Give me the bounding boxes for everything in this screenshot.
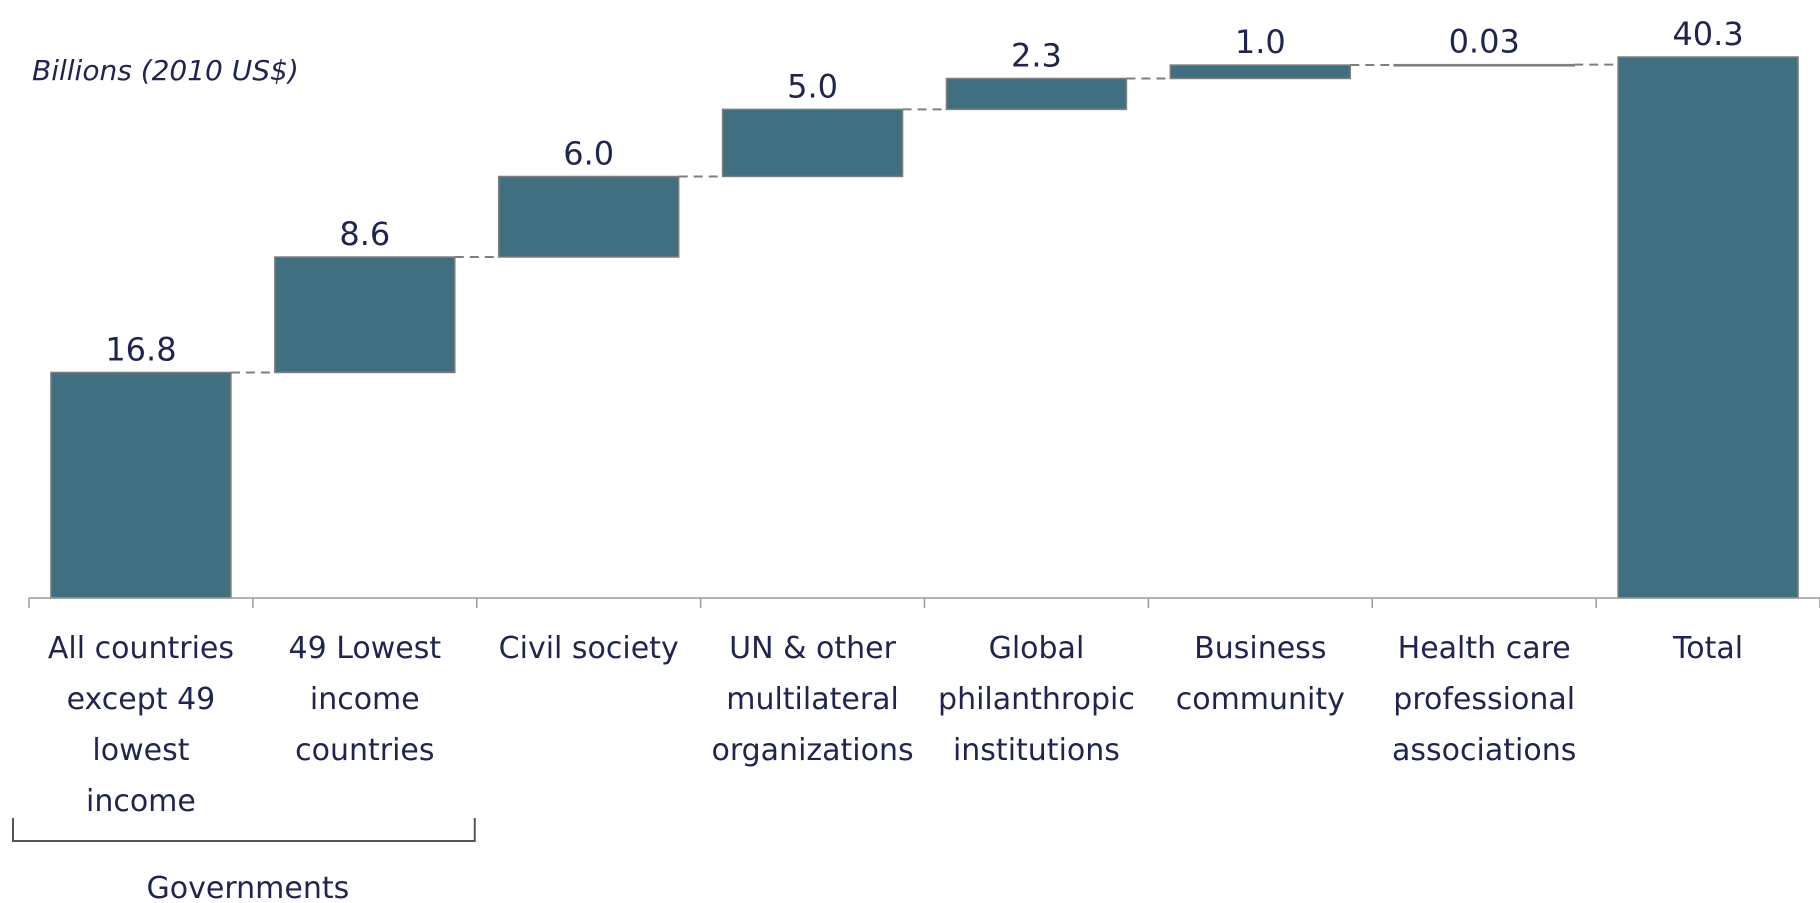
group-bracket-label: Governments [147,871,350,903]
category-label-3: Civil society [499,631,679,666]
category-label-line: 49 Lowest [288,631,441,666]
value-label-7: 0.03 [1449,23,1520,61]
value-label-group: 16.8 8.6 6.0 5.0 2.3 1.0 0.03 40.3 [105,15,1743,368]
value-label-4: 5.0 [787,67,838,105]
bar-7 [1393,63,1575,67]
category-label-line: UN & other [729,631,896,666]
category-label-7: Health care professional associations [1392,631,1576,768]
category-label-line: Civil society [499,631,679,666]
category-label-line: countries [295,733,434,768]
category-label-4: UN & other multilateral organizations [711,631,913,768]
category-label-line: income [310,682,420,717]
x-axis [28,597,1820,608]
category-label-line: associations [1392,733,1576,768]
category-label-line: All countries [48,631,234,666]
category-label-line: Business [1194,631,1326,666]
bar-3 [497,175,680,258]
value-label-5: 2.3 [1011,36,1062,74]
category-label-line: Total [1672,631,1743,666]
value-label-1: 16.8 [105,330,176,368]
category-label-line: Global [989,631,1085,666]
category-label-5: Global philanthropic institutions [938,631,1135,768]
group-bracket-line [12,818,476,842]
category-label-line: income [86,784,196,819]
bar-1 [50,371,232,599]
category-label-line: organizations [711,733,913,768]
category-label-line: institutions [953,733,1120,768]
value-label-8: 40.3 [1672,15,1743,53]
category-label-2: 49 Lowest income countries [288,631,441,768]
category-label-line: Health care [1398,631,1571,666]
unit-label: Billions (2010 US$) [32,54,299,87]
category-label-line: professional [1393,682,1575,717]
category-label-line: multilateral [726,682,899,717]
bar-4 [721,108,904,178]
value-label-3: 6.0 [563,134,614,172]
category-label-line: philanthropic [938,682,1135,717]
category-label-6: Business community [1176,631,1345,717]
category-label-line: community [1176,682,1345,717]
category-label-8: Total [1672,631,1743,666]
category-label-line: lowest [92,733,189,768]
value-label-2: 8.6 [339,215,390,253]
connector-lines [230,63,1619,374]
bar-5 [945,77,1128,111]
bar-6 [1169,64,1352,80]
governments-bracket: Governments [12,818,476,903]
bar-8 [1617,56,1799,599]
bar-group [50,56,1799,599]
value-label-6: 1.0 [1235,23,1286,61]
category-label-1: All countries except 49 lowest income [48,631,234,819]
category-label-line: except 49 [67,682,216,717]
bar-2 [274,256,456,374]
